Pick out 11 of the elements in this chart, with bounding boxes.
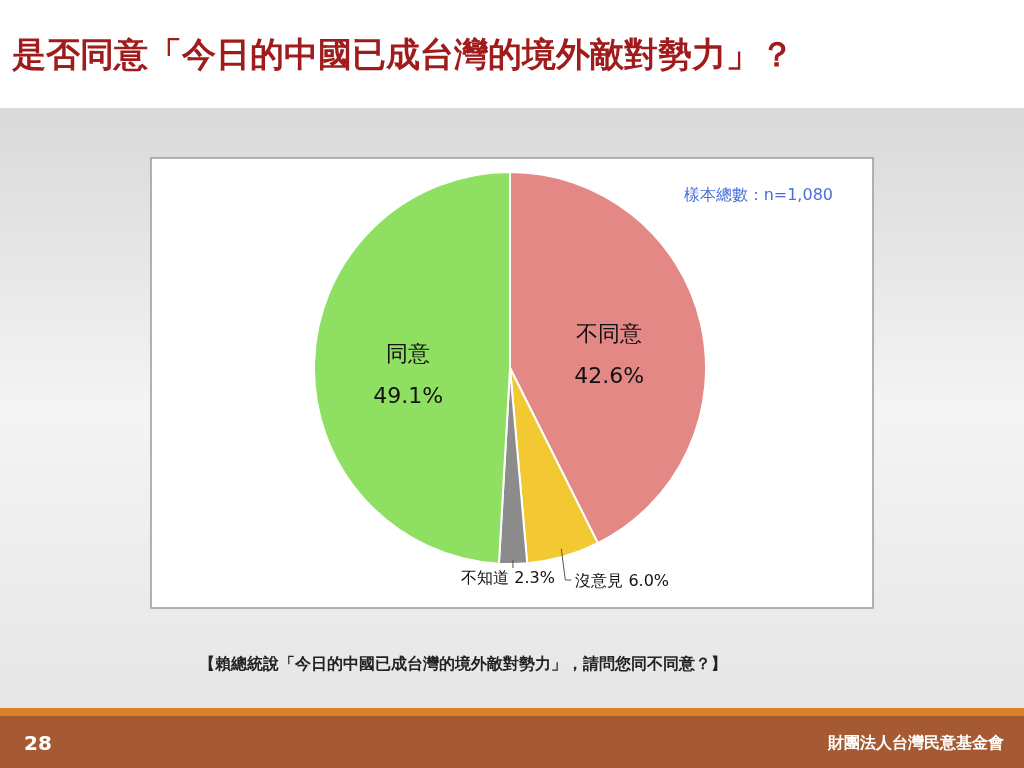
- slice-label: 沒意見 6.0%: [575, 571, 670, 590]
- text: 【賴總統說「今日的中國已成台灣的境外敵對勢力」，請問您同不同意？】: [199, 654, 727, 673]
- chart-title: 是否同意「今日的中國已成台灣的境外敵對勢力」？: [11, 34, 794, 74]
- data-label: 49.1%: [373, 383, 444, 409]
- text: 28: [24, 731, 52, 755]
- text: 財團法人台灣民意基金會: [827, 733, 1004, 752]
- slice-label: 不知道 2.3%: [461, 568, 555, 587]
- data-label: 42.6%: [574, 362, 645, 388]
- text: 樣本總數：n=1,080: [683, 185, 833, 204]
- slice-label: 不同意: [576, 320, 643, 346]
- slice-label: 同意: [386, 341, 431, 367]
